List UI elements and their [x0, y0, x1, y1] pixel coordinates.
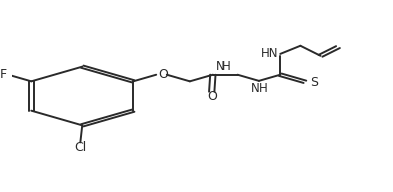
- Text: O: O: [207, 90, 217, 103]
- Text: N: N: [217, 60, 225, 73]
- Text: N: N: [251, 82, 259, 95]
- Text: S: S: [310, 76, 318, 89]
- Text: H: H: [222, 60, 231, 73]
- Text: F: F: [0, 68, 7, 81]
- Text: HN: HN: [261, 47, 278, 60]
- Text: O: O: [158, 68, 168, 81]
- Text: H: H: [259, 82, 268, 95]
- Text: Cl: Cl: [74, 141, 86, 154]
